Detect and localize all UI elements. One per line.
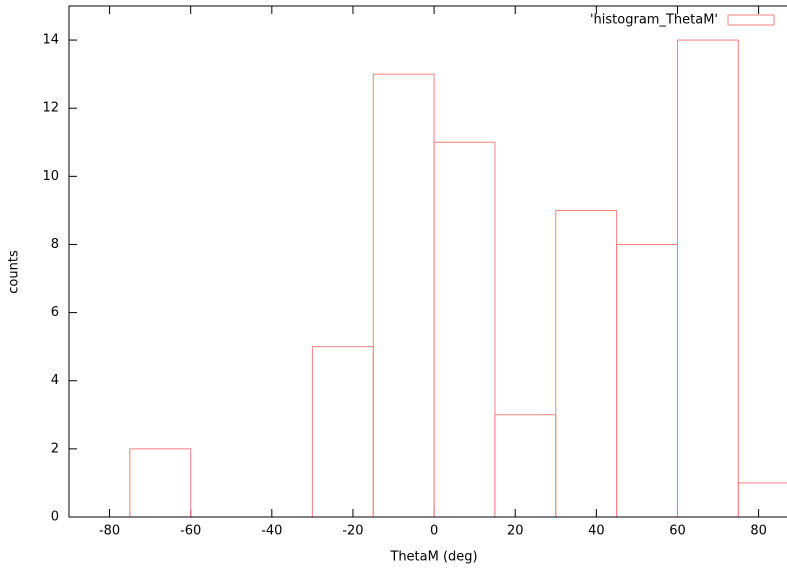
legend-label: 'histogram_ThetaM' — [590, 13, 718, 28]
y-tick-label: 2 — [51, 441, 59, 456]
histogram-bar — [676, 39, 739, 518]
x-tick-label: -40 — [261, 524, 282, 539]
x-tick-label: 0 — [430, 524, 438, 539]
histogram-bar — [555, 209, 618, 518]
histogram-bar — [311, 346, 374, 518]
histogram-bar — [129, 448, 192, 518]
y-tick-label: 12 — [42, 101, 59, 116]
y-tick-label: 14 — [42, 33, 59, 48]
x-tick-label: -60 — [180, 524, 201, 539]
histogram-bar — [616, 243, 678, 518]
histogram-bar — [433, 141, 496, 518]
x-tick-label: 20 — [507, 524, 524, 539]
legend-swatch — [727, 14, 775, 26]
histogram-bar — [737, 482, 787, 518]
y-tick-label: 0 — [51, 510, 59, 525]
x-tick-label: 80 — [750, 524, 767, 539]
y-tick-label: 6 — [51, 305, 59, 320]
x-axis-label: ThetaM (deg) — [389, 550, 477, 565]
x-tick-label: -80 — [99, 524, 120, 539]
y-tick-label: 10 — [42, 169, 59, 184]
x-tick-label: 40 — [588, 524, 605, 539]
y-tick-label: 4 — [51, 373, 59, 388]
y-tick-label: 8 — [51, 237, 59, 252]
plot-frame — [68, 5, 787, 518]
x-tick-label: -20 — [342, 524, 363, 539]
histogram-bar — [494, 414, 557, 518]
y-axis-label: counts — [7, 250, 22, 294]
histogram-bar — [372, 73, 435, 518]
x-tick-label: 60 — [669, 524, 686, 539]
